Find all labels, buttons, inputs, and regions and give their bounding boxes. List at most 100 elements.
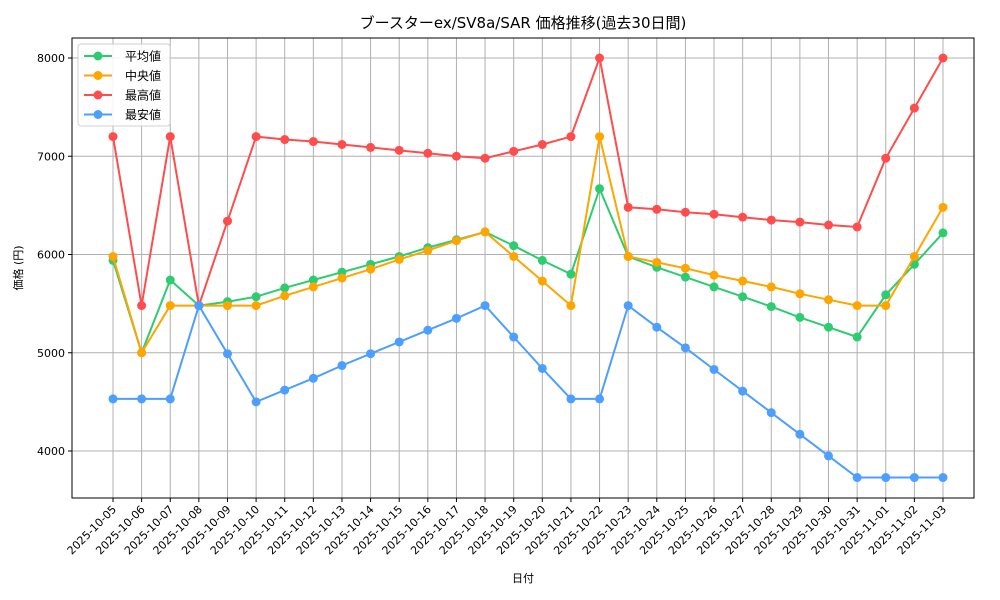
data-point — [366, 142, 376, 152]
data-point — [766, 408, 776, 418]
data-point — [251, 301, 261, 311]
series-lines — [108, 53, 948, 483]
data-point — [881, 153, 891, 163]
data-point — [652, 322, 662, 332]
data-point — [795, 312, 805, 322]
data-point — [337, 273, 347, 283]
data-point — [738, 386, 748, 396]
data-point — [280, 385, 290, 395]
data-point — [222, 216, 232, 226]
x-axis-label: 日付 — [512, 572, 534, 585]
data-point — [337, 139, 347, 149]
data-point — [308, 282, 318, 292]
data-point — [165, 301, 175, 311]
data-point — [108, 251, 118, 261]
data-point — [165, 275, 175, 285]
data-point — [795, 217, 805, 227]
data-point — [308, 275, 318, 285]
data-point — [938, 228, 948, 238]
legend-item: 最高値 — [84, 88, 161, 103]
data-point — [423, 148, 433, 158]
data-point — [566, 269, 576, 279]
data-point — [824, 295, 834, 305]
data-point — [423, 246, 433, 256]
data-point — [165, 132, 175, 142]
data-point — [394, 145, 404, 155]
chart-title: ブースターex/SV8a/SAR 価格推移(過去30日間) — [359, 14, 687, 32]
x-axis: 2025-10-052025-10-062025-10-072025-10-08… — [65, 498, 949, 557]
data-point — [280, 283, 290, 293]
data-point — [251, 292, 261, 302]
data-point — [451, 236, 461, 246]
legend-item: 平均値 — [84, 49, 161, 64]
y-tick-label: 6000 — [37, 249, 65, 262]
data-point — [709, 282, 719, 292]
data-point — [680, 207, 690, 217]
y-axis-label: 価格 (円) — [11, 245, 25, 290]
data-point — [537, 255, 547, 265]
data-point — [909, 251, 919, 261]
data-point — [280, 291, 290, 301]
data-point — [595, 184, 605, 194]
series-平均値 — [108, 184, 948, 358]
data-point — [623, 202, 633, 212]
data-point — [280, 135, 290, 145]
data-point — [680, 272, 690, 282]
data-point — [938, 53, 948, 63]
data-point — [623, 301, 633, 311]
data-point — [566, 132, 576, 142]
data-point — [509, 251, 519, 261]
grid-lines — [72, 38, 974, 498]
data-point — [795, 429, 805, 439]
data-point — [222, 301, 232, 311]
data-point — [652, 204, 662, 214]
data-point — [423, 325, 433, 335]
data-point — [308, 137, 318, 147]
data-point — [108, 132, 118, 142]
data-point — [709, 270, 719, 280]
data-point — [394, 337, 404, 347]
data-point — [938, 473, 948, 483]
data-point — [766, 215, 776, 225]
data-point — [108, 394, 118, 404]
svg-text:中央値: 中央値 — [125, 68, 161, 83]
y-tick-label: 7000 — [37, 150, 65, 163]
data-point — [509, 146, 519, 156]
data-point — [194, 301, 204, 311]
data-point — [652, 257, 662, 267]
data-point — [337, 361, 347, 371]
data-point — [852, 332, 862, 342]
data-point — [824, 220, 834, 230]
data-point — [595, 53, 605, 63]
svg-text:平均値: 平均値 — [125, 49, 161, 64]
data-point — [566, 394, 576, 404]
legend-item: 中央値 — [84, 68, 161, 83]
data-point — [251, 132, 261, 142]
data-point — [680, 343, 690, 353]
data-point — [881, 301, 891, 311]
data-point — [795, 289, 805, 299]
data-point — [595, 132, 605, 142]
plot-area — [71, 37, 975, 499]
data-point — [566, 301, 576, 311]
data-point — [509, 241, 519, 251]
data-point — [451, 151, 461, 161]
y-tick-label: 4000 — [37, 445, 65, 458]
data-point — [738, 212, 748, 222]
y-axis: 4000 5000 6000 7000 8000 — [37, 52, 72, 458]
data-point — [766, 302, 776, 312]
y-tick-label: 5000 — [37, 347, 65, 360]
data-point — [308, 373, 318, 383]
data-point — [251, 397, 261, 407]
data-point — [766, 282, 776, 292]
data-point — [852, 473, 862, 483]
data-point — [938, 202, 948, 212]
data-point — [595, 394, 605, 404]
data-point — [165, 394, 175, 404]
data-point — [909, 473, 919, 483]
data-point — [366, 349, 376, 359]
data-point — [451, 313, 461, 323]
data-point — [623, 251, 633, 261]
data-point — [881, 473, 891, 483]
